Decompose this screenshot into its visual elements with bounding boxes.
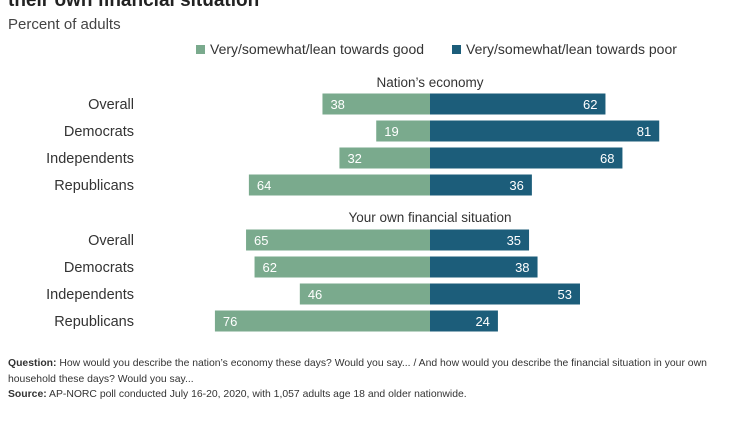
bar-good <box>246 229 430 251</box>
bar-good <box>254 256 430 278</box>
chart-title: their own financial situation <box>8 0 260 11</box>
chart-subtitle: Percent of adults <box>8 16 121 33</box>
data-label-poor: 36 <box>509 178 523 193</box>
panel-title-2: Your own financial situation <box>348 210 511 225</box>
category-label: Independents <box>46 287 134 303</box>
data-label-poor: 53 <box>558 287 572 302</box>
bar-poor <box>430 174 532 196</box>
bar-good <box>248 174 430 196</box>
data-label-poor: 62 <box>583 97 597 112</box>
data-label-good: 38 <box>330 97 344 112</box>
category-label: Independents <box>46 151 134 167</box>
legend-swatch-good <box>196 45 205 54</box>
data-label-good: 65 <box>254 233 268 248</box>
category-label: Overall <box>88 233 134 249</box>
category-label: Democrats <box>64 124 134 140</box>
bar-poor <box>430 93 606 115</box>
data-label-poor: 24 <box>475 314 489 329</box>
legend-item-good: Very/somewhat/lean towards good <box>196 41 424 57</box>
bar-good <box>376 120 430 142</box>
data-label-good: 32 <box>347 151 361 166</box>
category-label: Republicans <box>54 314 134 330</box>
bar-poor <box>430 229 530 251</box>
data-label-poor: 81 <box>637 124 651 139</box>
legend-swatch-poor <box>452 45 461 54</box>
legend-label-poor: Very/somewhat/lean towards poor <box>466 41 677 57</box>
legend-item-poor: Very/somewhat/lean towards poor <box>452 41 677 57</box>
data-label-poor: 68 <box>600 151 614 166</box>
bar-poor <box>430 310 498 332</box>
category-label: Republicans <box>54 178 134 194</box>
category-label: Democrats <box>64 260 134 276</box>
data-label-good: 62 <box>263 260 277 275</box>
bar-poor <box>430 120 660 142</box>
bar-good <box>299 283 430 305</box>
panel-title-1: Nation’s economy <box>376 75 483 90</box>
bar-good <box>322 93 430 115</box>
source-label: Source: <box>8 389 47 400</box>
data-label-good: 64 <box>257 178 271 193</box>
bar-good <box>339 147 430 169</box>
data-label-poor: 38 <box>515 260 529 275</box>
legend-label-good: Very/somewhat/lean towards good <box>210 41 425 57</box>
question-label: Question: <box>8 358 57 369</box>
category-label: Overall <box>88 97 134 113</box>
bar-poor <box>430 147 623 169</box>
data-label-good: 19 <box>384 124 398 139</box>
data-label-poor: 35 <box>507 233 521 248</box>
bar-poor <box>430 283 580 305</box>
bar-good <box>214 310 430 332</box>
diverging-bar-chart: Nation’s economy Overall 38 62 Democrats 19 81… <box>46 75 660 332</box>
bar-poor <box>430 256 538 278</box>
data-label-good: 76 <box>223 314 237 329</box>
question-text: How would you describe the nation’s econ… <box>8 358 707 385</box>
data-label-good: 46 <box>308 287 322 302</box>
chart-notes: Question: How would you describe the nat… <box>8 356 746 403</box>
source-text: AP-NORC poll conducted July 16-20, 2020,… <box>49 389 467 400</box>
